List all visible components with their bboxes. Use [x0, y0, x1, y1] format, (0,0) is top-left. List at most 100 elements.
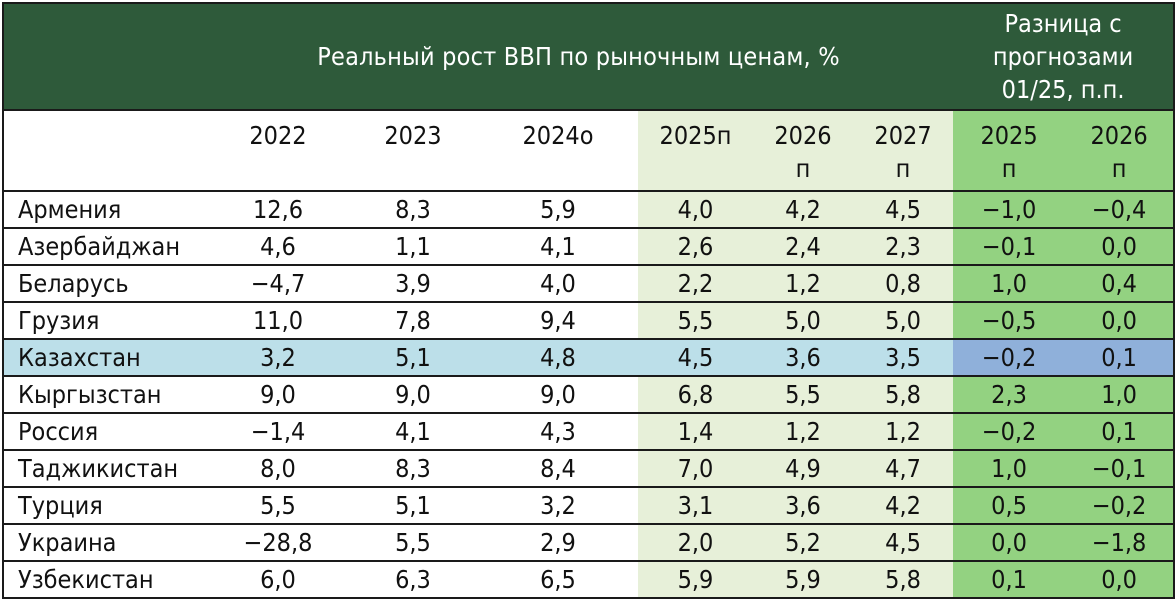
column-header-suffix: п: [795, 154, 811, 183]
table-row: Армения 12,6 8,3 5,9 4,0 4,2 4,5 −1,0 −0,4: [2, 191, 1175, 229]
country-name: Таджикистан: [2, 450, 208, 488]
column-header-label: 2025: [980, 121, 1038, 150]
diff-value-cell: 0,5: [953, 487, 1066, 525]
growth-value-cell: 8,4: [478, 450, 638, 488]
diff-value-cell: 0,0: [953, 524, 1066, 562]
growth-value-cell: 7,0: [638, 450, 753, 488]
table-row: Таджикистан 8,0 8,3 8,4 7,0 4,9 4,7 1,0 −0,1: [2, 450, 1175, 488]
table-row: Беларусь −4,7 3,9 4,0 2,2 1,2 0,8 1,0 0,4: [2, 265, 1175, 303]
diff-title-line: прогнозами: [992, 42, 1134, 71]
growth-value-cell: 5,9: [638, 561, 753, 599]
column-header-label: 2026: [1090, 121, 1148, 150]
country-name: Узбекистан: [2, 561, 208, 599]
growth-value-cell: 8,3: [348, 191, 478, 229]
country-name: Кыргызстан: [2, 376, 208, 414]
diff-title-line: Разница с: [1004, 9, 1122, 38]
growth-value-cell: 1,4: [638, 413, 753, 451]
diff-value-cell: 0,1: [953, 561, 1066, 599]
column-header-label: 2025п: [659, 121, 732, 150]
growth-value-cell: 4,5: [853, 191, 954, 229]
growth-value-cell: 3,5: [853, 339, 954, 377]
growth-value-cell: 4,6: [208, 228, 348, 266]
column-header-suffix: п: [1111, 154, 1127, 183]
growth-value-cell: 6,5: [478, 561, 638, 599]
growth-value-cell: 1,2: [753, 265, 853, 303]
diff-value-cell: 0,4: [1065, 265, 1175, 303]
diff-value-cell: 0,1: [1065, 413, 1175, 451]
growth-value-cell: 4,5: [853, 524, 954, 562]
country-name: Россия: [2, 413, 208, 451]
growth-value-cell: −28,8: [208, 524, 348, 562]
growth-value-cell: 2,3: [853, 228, 954, 266]
title-row: Реальный рост ВВП по рыночным ценам, % Р…: [1, 2, 1175, 111]
country-name: Беларусь: [2, 265, 208, 303]
growth-value-cell: 5,2: [753, 524, 853, 562]
growth-value-cell: 5,1: [348, 487, 478, 525]
growth-value-cell: 5,5: [348, 524, 478, 562]
table-row: Украина −28,8 5,5 2,9 2,0 5,2 4,5 0,0 −1,8: [2, 524, 1175, 562]
diff-value-cell: 1,0: [953, 265, 1066, 303]
growth-value-cell: 9,0: [478, 376, 638, 414]
growth-value-cell: 4,3: [478, 413, 638, 451]
growth-value-cell: 4,7: [853, 450, 954, 488]
growth-value-cell: 5,8: [853, 376, 954, 414]
diff-value-cell: −0,2: [953, 413, 1066, 451]
diff-value-cell: 0,0: [1065, 228, 1175, 266]
diff-value-cell: −0,5: [953, 302, 1066, 340]
country-name: Украина: [2, 524, 208, 562]
column-header-diff-2025: 2025 п: [953, 110, 1066, 192]
growth-value-cell: 9,4: [478, 302, 638, 340]
growth-value-cell: 2,6: [638, 228, 753, 266]
diff-value-cell: 0,1: [1065, 339, 1175, 377]
growth-value-cell: 5,1: [348, 339, 478, 377]
country-name: Азербайджан: [2, 228, 208, 266]
diff-value-cell: 2,3: [953, 376, 1066, 414]
column-header-label: 2027: [874, 121, 932, 150]
growth-value-cell: 4,8: [478, 339, 638, 377]
growth-value-cell: 4,9: [753, 450, 853, 488]
column-header-suffix: п: [1001, 154, 1017, 183]
column-header-2022: 2022: [208, 110, 348, 192]
column-header-2026: 2026 п: [753, 110, 853, 192]
growth-value-cell: 2,0: [638, 524, 753, 562]
growth-value-cell: 4,2: [753, 191, 853, 229]
growth-value-cell: 3,6: [753, 339, 853, 377]
table-row: Россия −1,4 4,1 4,3 1,4 1,2 1,2 −0,2 0,1: [2, 413, 1175, 451]
growth-value-cell: 3,6: [753, 487, 853, 525]
growth-value-cell: 5,0: [753, 302, 853, 340]
column-header-label: 2022: [249, 121, 307, 150]
growth-value-cell: 4,0: [478, 265, 638, 303]
column-header-2023: 2023: [348, 110, 478, 192]
column-header-2024: 2024о: [478, 110, 638, 192]
country-name: Турция: [2, 487, 208, 525]
diff-value-cell: −1,0: [953, 191, 1066, 229]
diff-value-cell: −0,1: [953, 228, 1066, 266]
growth-value-cell: −1,4: [208, 413, 348, 451]
column-header-diff-2026: 2026 п: [1065, 110, 1175, 192]
country-name: Армения: [2, 191, 208, 229]
growth-value-cell: −4,7: [208, 265, 348, 303]
diff-value-cell: −1,8: [1065, 524, 1175, 562]
country-name: Казахстан: [2, 339, 208, 377]
growth-value-cell: 5,0: [853, 302, 954, 340]
table-row: Турция 5,5 5,1 3,2 3,1 3,6 4,2 0,5 −0,2: [2, 487, 1175, 525]
growth-value-cell: 2,2: [638, 265, 753, 303]
growth-value-cell: 1,2: [853, 413, 954, 451]
table-row: Кыргызстан 9,0 9,0 9,0 6,8 5,5 5,8 2,3 1,0: [2, 376, 1175, 414]
diff-value-cell: 0,0: [1065, 561, 1175, 599]
growth-value-cell: 4,5: [638, 339, 753, 377]
growth-value-cell: 4,2: [853, 487, 954, 525]
growth-value-cell: 3,2: [208, 339, 348, 377]
diff-title: Разница с прогнозами 01/25, п.п.: [953, 2, 1175, 111]
diff-value-cell: −0,4: [1065, 191, 1175, 229]
growth-value-cell: 12,6: [208, 191, 348, 229]
growth-value-cell: 3,1: [638, 487, 753, 525]
growth-value-cell: 5,9: [753, 561, 853, 599]
growth-value-cell: 8,0: [208, 450, 348, 488]
growth-value-cell: 3,2: [478, 487, 638, 525]
growth-value-cell: 9,0: [208, 376, 348, 414]
diff-value-cell: 1,0: [953, 450, 1066, 488]
growth-value-cell: 6,8: [638, 376, 753, 414]
growth-value-cell: 0,8: [853, 265, 954, 303]
